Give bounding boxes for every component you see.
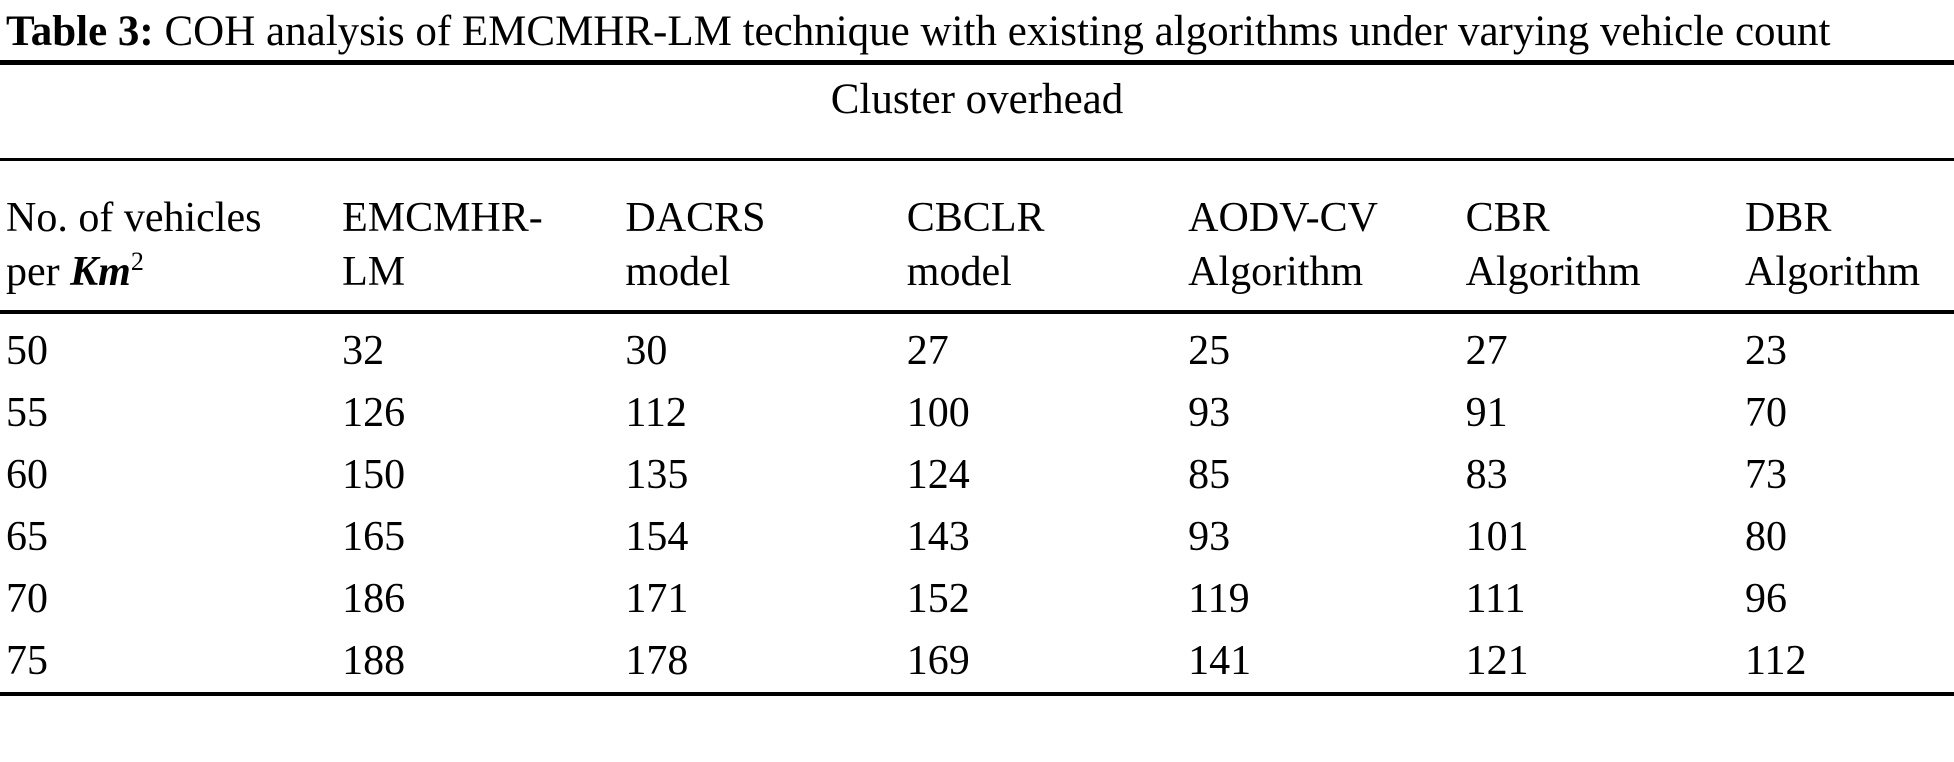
col1-km-exponent: 2 xyxy=(130,247,144,277)
cell-value: 165 xyxy=(342,513,406,560)
cell-value: 70 xyxy=(1745,389,1788,436)
cell-value: 83 xyxy=(1465,451,1508,498)
cell-value: 25 xyxy=(1188,327,1231,374)
cell-value: 96 xyxy=(1745,575,1788,622)
table-row: 60 150 135 124 85 83 73 xyxy=(0,444,1954,506)
cell-value: 171 xyxy=(625,575,689,622)
cell-value: 32 xyxy=(342,327,385,374)
cell-value: 112 xyxy=(625,389,687,436)
cell-value: 178 xyxy=(619,629,901,696)
row-header-vehicle-count: 75 xyxy=(0,629,337,696)
column-header-vehicles-line2: per Km2 xyxy=(6,245,332,300)
table-caption-label: Table 3: xyxy=(6,8,154,55)
table-row: 70 186 171 152 119 111 96 xyxy=(0,568,1954,630)
column-header-dacrs: DACRS model xyxy=(619,159,901,314)
column-header-line2: Algorithm xyxy=(1465,249,1641,296)
table-row: 65 165 154 143 93 101 80 xyxy=(0,506,1954,568)
row-header-vehicle-count: 65 xyxy=(6,513,48,560)
column-header-line1: EMCMHR- xyxy=(342,194,543,241)
cell-value: 124 xyxy=(906,451,970,498)
cell-value: 27 xyxy=(906,327,949,374)
cell-value: 112 xyxy=(1739,629,1954,696)
column-header-vehicles: No. of vehicles per Km2 xyxy=(0,159,337,314)
cell-value: 111 xyxy=(1465,575,1526,622)
row-header-vehicle-count: 70 xyxy=(6,575,48,622)
group-header-cell: Cluster overhead xyxy=(0,59,1954,161)
column-header-line2: Algorithm xyxy=(1188,249,1364,296)
column-header-line1: CBR xyxy=(1465,194,1550,241)
table-row: 50 32 30 27 25 27 23 xyxy=(0,312,1954,382)
column-header-aodv-cv: AODV-CV Algorithm xyxy=(1182,159,1460,314)
cell-value: 126 xyxy=(342,389,406,436)
cell-value: 121 xyxy=(1459,629,1740,696)
cell-value: 80 xyxy=(1745,513,1788,560)
column-header-emcmhr-lm: EMCMHR- LM xyxy=(336,159,620,314)
cell-value: 23 xyxy=(1745,327,1788,374)
coh-data-table: Cluster overhead No. of vehicles per Km2… xyxy=(0,59,1954,696)
cell-value: 119 xyxy=(1188,575,1250,622)
column-header-vehicles-line1: No. of vehicles xyxy=(6,194,262,241)
row-header-vehicle-count: 50 xyxy=(6,327,48,374)
group-header-row: Cluster overhead xyxy=(0,59,1954,161)
col1-km-unit: Km xyxy=(70,249,131,296)
column-header-dbr: DBR Algorithm xyxy=(1739,159,1954,314)
table-caption: Table 3: COH analysis of EMCMHR-LM techn… xyxy=(0,0,1954,58)
cell-value: 101 xyxy=(1465,513,1529,560)
cell-value: 100 xyxy=(906,389,970,436)
column-header-line1: CBCLR xyxy=(906,194,1045,241)
row-header-vehicle-count: 60 xyxy=(6,451,48,498)
cell-value: 152 xyxy=(906,575,970,622)
cell-value: 91 xyxy=(1465,389,1508,436)
cell-value: 186 xyxy=(342,575,406,622)
column-header-line2: model xyxy=(906,249,1012,296)
row-header-vehicle-count: 55 xyxy=(6,389,48,436)
column-header-line2: Algorithm xyxy=(1745,249,1921,296)
column-header-row: No. of vehicles per Km2 EMCMHR- LM DACRS… xyxy=(0,159,1954,314)
column-header-cbr: CBR Algorithm xyxy=(1459,159,1740,314)
table-row: 75 188 178 169 141 121 112 xyxy=(0,629,1954,696)
table-caption-text: COH analysis of EMCMHR-LM technique with… xyxy=(153,8,1831,55)
cell-value: 85 xyxy=(1188,451,1231,498)
cell-value: 141 xyxy=(1182,629,1460,696)
column-header-line1: DACRS xyxy=(625,194,766,241)
column-header-line2: model xyxy=(625,249,731,296)
cell-value: 154 xyxy=(625,513,689,560)
col1-line2-prefix: per xyxy=(6,249,71,296)
cell-value: 169 xyxy=(900,629,1183,696)
cell-value: 93 xyxy=(1188,513,1231,560)
cell-value: 135 xyxy=(625,451,689,498)
cell-value: 93 xyxy=(1188,389,1231,436)
column-header-line1: AODV-CV xyxy=(1188,194,1378,241)
cell-value: 188 xyxy=(336,629,620,696)
cell-value: 73 xyxy=(1745,451,1788,498)
column-header-line1: DBR xyxy=(1745,194,1832,241)
cell-value: 143 xyxy=(906,513,970,560)
cell-value: 27 xyxy=(1465,327,1508,374)
column-header-line2: LM xyxy=(342,249,406,296)
cell-value: 30 xyxy=(625,327,668,374)
column-header-cbclr: CBCLR model xyxy=(900,159,1183,314)
table-row: 55 126 112 100 93 91 70 xyxy=(0,382,1954,444)
cell-value: 150 xyxy=(342,451,406,498)
